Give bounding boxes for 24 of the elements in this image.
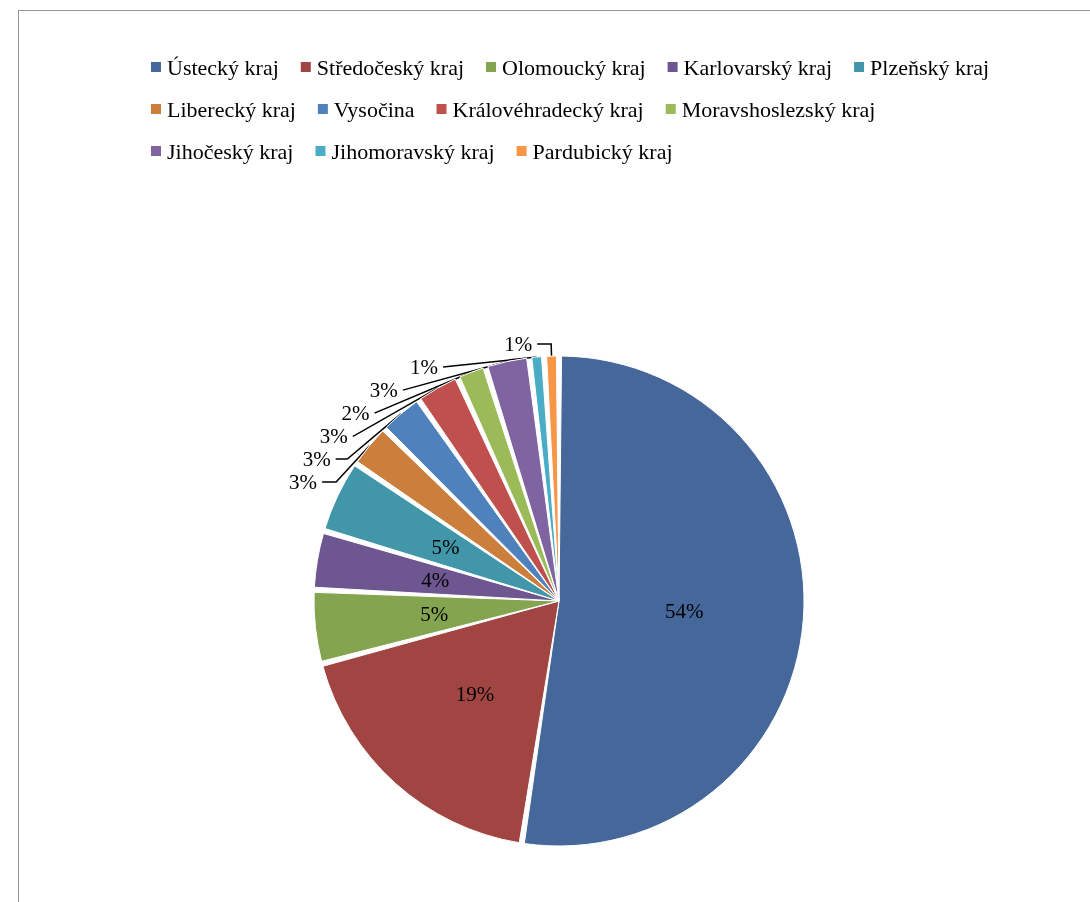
data-label: 3% <box>289 470 318 495</box>
legend-label: Plzeňský kraj <box>870 54 990 80</box>
legend-label: Středočeský kraj <box>316 54 465 80</box>
data-label: 1% <box>410 355 439 380</box>
legend-label: Vysočina <box>333 96 415 122</box>
legend-label: Karlovarský kraj <box>683 54 833 80</box>
legend-label: Jihočeský kraj <box>167 138 294 164</box>
data-label: 3% <box>319 424 348 449</box>
data-label: 5% <box>431 535 460 560</box>
legend-label: Moravshoslezský kraj <box>681 96 876 122</box>
data-label: 19% <box>455 682 495 707</box>
data-label: 54% <box>664 598 704 623</box>
legend-label: Olomoucký kraj <box>502 54 646 80</box>
data-label: 3% <box>369 378 398 403</box>
legend-label: Ústecký kraj <box>167 54 279 80</box>
legend-label: Jihomoravský kraj <box>331 138 495 164</box>
data-label: 2% <box>341 401 370 426</box>
data-label: 4% <box>421 568 450 593</box>
data-label: 3% <box>302 447 331 472</box>
legend-label: Liberecký kraj <box>167 96 296 122</box>
data-label: 5% <box>420 602 449 627</box>
data-label: 1% <box>504 332 533 357</box>
legend-label: Pardubický kraj <box>532 138 673 164</box>
legend-label: Královéhradecký kraj <box>452 96 644 122</box>
